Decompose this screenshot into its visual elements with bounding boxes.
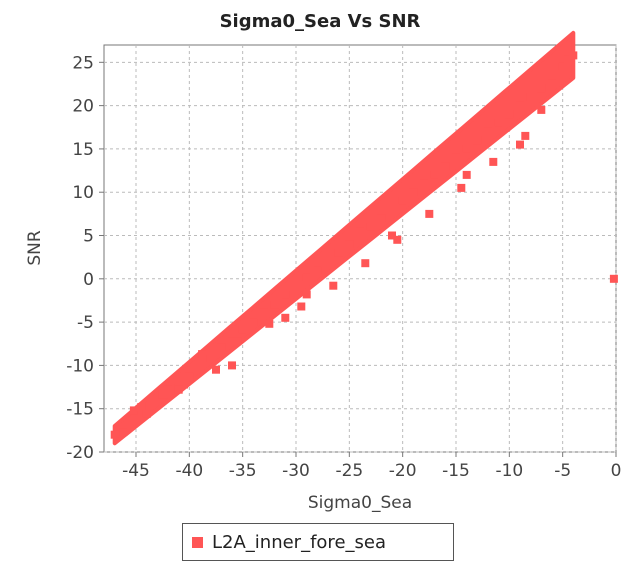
data-point xyxy=(302,273,311,282)
data-point xyxy=(206,354,215,363)
x-tick-label: -40 xyxy=(175,461,203,481)
data-point xyxy=(489,157,498,166)
data-point xyxy=(217,343,226,352)
y-tick-label: -10 xyxy=(66,356,94,376)
data-point xyxy=(441,162,450,171)
y-tick-label: -20 xyxy=(66,443,94,463)
y-tick-label: 25 xyxy=(72,53,94,73)
data-point xyxy=(292,283,300,292)
data-point xyxy=(324,257,332,266)
data-point xyxy=(158,390,167,399)
data-point xyxy=(505,110,514,119)
legend-label: L2A_inner_fore_sea xyxy=(212,531,386,553)
data-point xyxy=(564,55,572,64)
legend-swatch xyxy=(192,536,203,548)
data-point xyxy=(521,131,530,140)
x-tick-label: -25 xyxy=(335,461,363,481)
data-point xyxy=(609,274,618,283)
y-tick-label: -5 xyxy=(77,313,94,333)
data-point xyxy=(548,71,556,80)
data-point xyxy=(164,385,172,394)
y-tick-label: 10 xyxy=(72,183,94,203)
data-point xyxy=(119,428,128,437)
data-point xyxy=(174,385,183,394)
data-point xyxy=(420,179,428,188)
x-tick-label: -20 xyxy=(389,461,417,481)
data-point xyxy=(425,209,434,218)
y-tick-label: 5 xyxy=(83,227,94,247)
y-axis-label: SNR xyxy=(25,230,45,266)
data-point xyxy=(302,290,311,299)
data-point xyxy=(430,170,439,179)
data-point xyxy=(526,93,535,101)
data-point xyxy=(484,127,492,136)
data-point xyxy=(356,227,364,236)
x-tick-label: 0 xyxy=(611,461,622,481)
data-point xyxy=(260,308,268,317)
data-point xyxy=(265,319,274,328)
data-point xyxy=(356,231,364,240)
data-point xyxy=(281,290,290,299)
data-point xyxy=(233,337,242,346)
data-point xyxy=(457,183,466,192)
data-point xyxy=(238,325,247,334)
data-point xyxy=(409,188,418,197)
data-point xyxy=(334,248,343,257)
x-tick-label: -5 xyxy=(554,461,571,481)
data-point xyxy=(388,231,396,240)
data-point xyxy=(329,281,338,290)
data-point xyxy=(212,365,220,374)
data-point xyxy=(462,144,471,153)
data-point xyxy=(228,337,236,346)
x-tick-label: -10 xyxy=(495,461,523,481)
axis-ticks: -45 -40 -35 -30 -25 -20 -15 -10 -5 0 25 20 15 10 5 0 -5 -… xyxy=(66,53,621,481)
data-point xyxy=(180,380,188,389)
y-tick-label: 15 xyxy=(72,140,94,160)
data-point xyxy=(462,170,471,179)
data-point xyxy=(297,302,306,311)
x-tick-label: -30 xyxy=(282,461,310,481)
data-point xyxy=(473,136,482,145)
x-tick-label: -15 xyxy=(442,461,470,481)
data-point xyxy=(185,372,194,381)
data-point xyxy=(388,205,396,214)
y-tick-label: -15 xyxy=(66,400,94,420)
data-point xyxy=(377,214,386,223)
data-point xyxy=(110,430,119,439)
data-point xyxy=(398,196,407,205)
data-point xyxy=(270,300,279,309)
data-point xyxy=(249,318,258,327)
y-tick-label: 0 xyxy=(83,270,94,290)
data-point xyxy=(558,62,567,71)
data-point xyxy=(196,364,204,372)
data-point xyxy=(142,409,151,418)
x-tick-label: -35 xyxy=(229,461,257,481)
data-point xyxy=(452,153,460,162)
data-point xyxy=(281,313,290,322)
data-point xyxy=(366,222,375,231)
legend: L2A_inner_fore_sea xyxy=(182,523,454,561)
data-point xyxy=(313,266,322,275)
data-point xyxy=(393,235,402,244)
data-point xyxy=(148,396,156,404)
data-point xyxy=(569,51,578,60)
x-axis-label: Sigma0_Sea xyxy=(308,493,412,513)
data-point xyxy=(516,101,524,110)
data-point xyxy=(137,403,146,411)
data-point xyxy=(361,259,370,268)
data-point xyxy=(537,84,546,93)
data-point xyxy=(228,361,236,370)
data-point xyxy=(129,406,138,415)
x-tick-label: -45 xyxy=(122,461,150,481)
data-points xyxy=(110,51,618,439)
data-point xyxy=(537,105,546,114)
data-point xyxy=(494,118,503,127)
chart-title: Sigma0_Sea Vs SNR xyxy=(220,11,421,32)
y-tick-label: 20 xyxy=(72,97,94,117)
data-point xyxy=(345,240,354,249)
data-point xyxy=(198,350,207,359)
data-point xyxy=(516,140,524,149)
